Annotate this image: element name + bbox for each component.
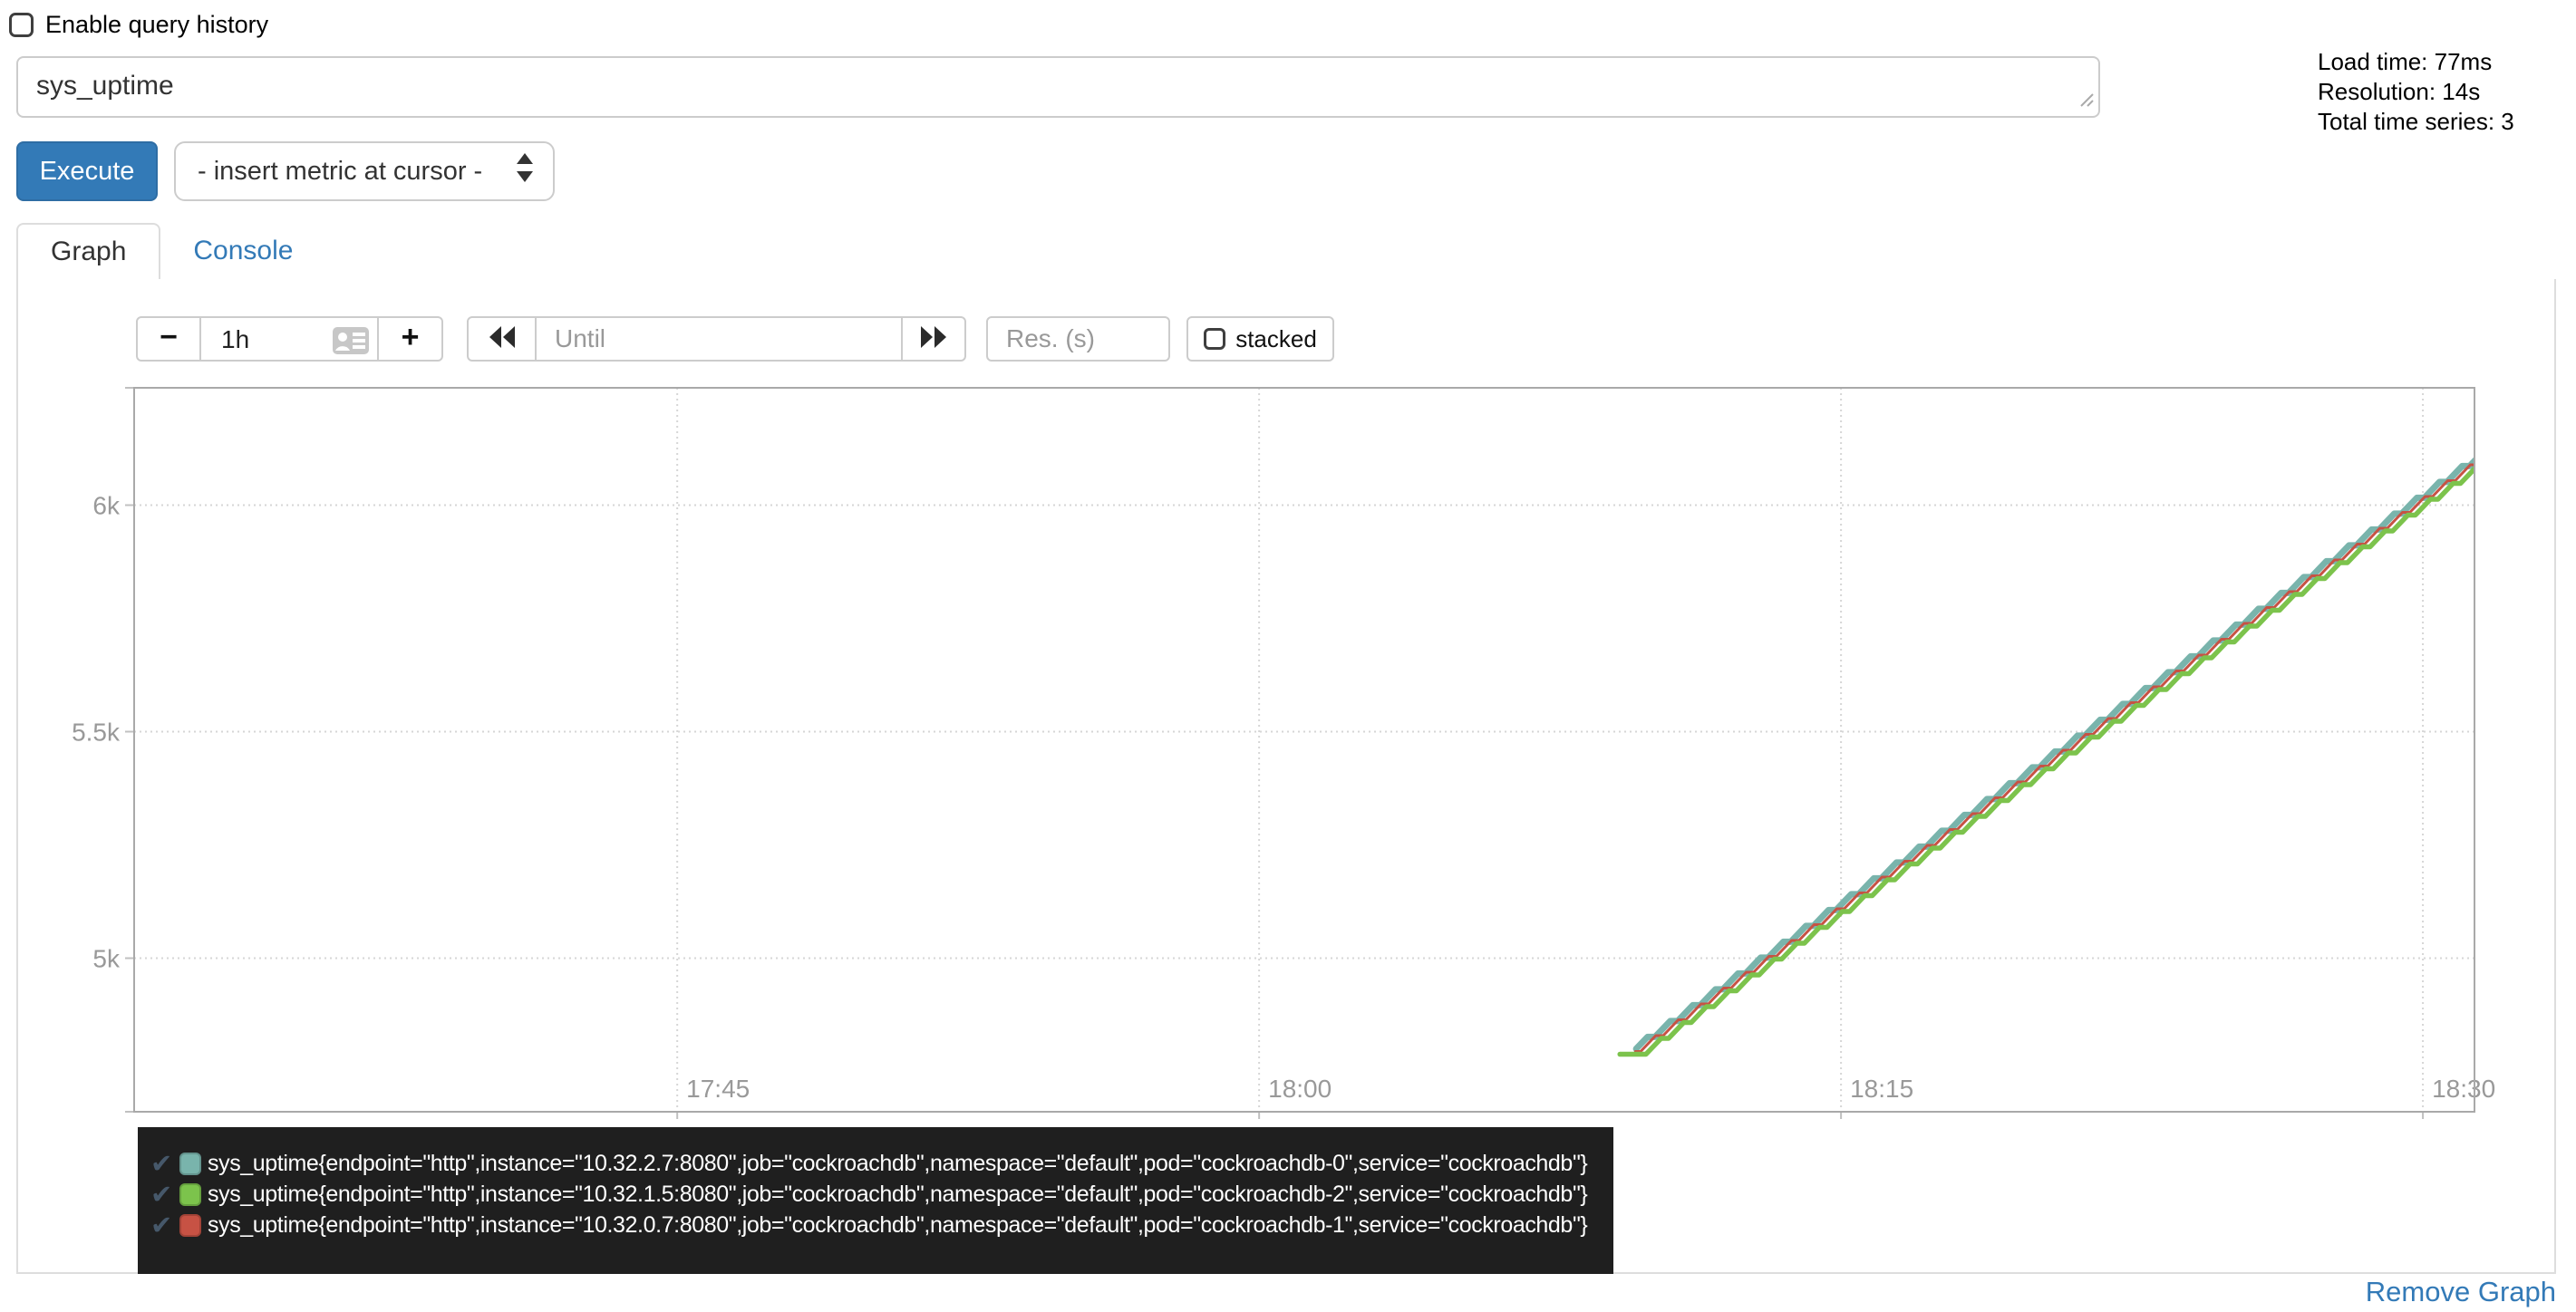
tab-console[interactable]: Console xyxy=(160,223,325,279)
remove-graph-link[interactable]: Remove Graph xyxy=(2365,1276,2556,1307)
insert-metric-value: - insert metric at cursor - xyxy=(198,156,483,186)
checkmark-icon: ✔ xyxy=(150,1178,173,1210)
stacked-label: stacked xyxy=(1235,324,1317,352)
checkmark-icon: ✔ xyxy=(150,1209,173,1240)
minus-icon: − xyxy=(160,320,178,354)
range-control-group: − + xyxy=(136,316,443,362)
svg-text:6k: 6k xyxy=(92,492,121,520)
shift-back-button[interactable] xyxy=(467,316,537,362)
until-input-box xyxy=(535,316,903,362)
resolution-input-box xyxy=(986,316,1170,362)
svg-text:18:30: 18:30 xyxy=(2432,1075,2495,1103)
series-swatch xyxy=(179,1152,201,1175)
until-input[interactable] xyxy=(537,318,901,360)
query-stats: Load time: 77ms Resolution: 14s Total ti… xyxy=(2318,47,2514,137)
resolution-input[interactable] xyxy=(988,318,1168,360)
time-shift-group xyxy=(467,316,966,362)
series-swatch xyxy=(179,1213,201,1237)
range-input[interactable] xyxy=(201,318,341,362)
series-swatch xyxy=(179,1182,201,1206)
datepicker-icon[interactable] xyxy=(332,326,370,360)
series-label: sys_uptime{endpoint="http",instance="10.… xyxy=(208,1211,1588,1238)
series-label: sys_uptime{endpoint="http",instance="10.… xyxy=(208,1150,1588,1176)
execute-button[interactable]: Execute xyxy=(16,141,158,201)
expression-input[interactable]: sys_uptime xyxy=(16,56,2100,118)
query-history-label: Enable query history xyxy=(45,11,269,38)
range-increase-button[interactable]: + xyxy=(377,316,443,362)
resolution: Resolution: 14s xyxy=(2318,78,2481,105)
plus-icon: + xyxy=(401,320,420,354)
double-arrow-left-icon xyxy=(486,325,518,353)
tab-graph-label: Graph xyxy=(51,236,127,266)
range-input-box xyxy=(199,316,379,362)
svg-text:5k: 5k xyxy=(92,945,121,973)
legend-row-pod-1[interactable]: ✔ sys_uptime{endpoint="http",instance="1… xyxy=(150,1210,1613,1240)
svg-text:18:00: 18:00 xyxy=(1268,1075,1332,1103)
load-time: Load time: 77ms xyxy=(2318,48,2493,75)
query-history-row: Enable query history xyxy=(9,11,268,39)
select-arrows-icon xyxy=(515,151,535,191)
svg-text:17:45: 17:45 xyxy=(686,1075,750,1103)
stacked-checkbox[interactable] xyxy=(1204,328,1226,350)
total-time-series: Total time series: 3 xyxy=(2318,108,2514,135)
svg-text:5.5k: 5.5k xyxy=(72,719,121,747)
query-input-wrap: sys_uptime xyxy=(16,56,2100,118)
legend-row-pod-0[interactable]: ✔ sys_uptime{endpoint="http",instance="1… xyxy=(150,1148,1613,1179)
chart-legend: ✔ sys_uptime{endpoint="http",instance="1… xyxy=(138,1127,1613,1274)
svg-text:18:15: 18:15 xyxy=(1850,1075,1913,1103)
double-arrow-right-icon xyxy=(917,325,950,353)
resize-grip-icon[interactable] xyxy=(2074,87,2094,111)
tab-bar: Graph Console xyxy=(16,223,2556,281)
graph-panel xyxy=(16,279,2556,1274)
series-label: sys_uptime{endpoint="http",instance="10.… xyxy=(208,1181,1588,1207)
checkmark-icon: ✔ xyxy=(150,1147,173,1179)
insert-metric-select[interactable]: - insert metric at cursor - xyxy=(174,141,555,201)
legend-row-pod-2[interactable]: ✔ sys_uptime{endpoint="http",instance="1… xyxy=(150,1179,1613,1210)
stacked-toggle[interactable]: stacked xyxy=(1186,316,1334,362)
tab-graph[interactable]: Graph xyxy=(16,223,161,281)
query-history-checkbox[interactable] xyxy=(9,13,34,37)
tab-console-label: Console xyxy=(193,236,294,265)
shift-forward-button[interactable] xyxy=(901,316,966,362)
